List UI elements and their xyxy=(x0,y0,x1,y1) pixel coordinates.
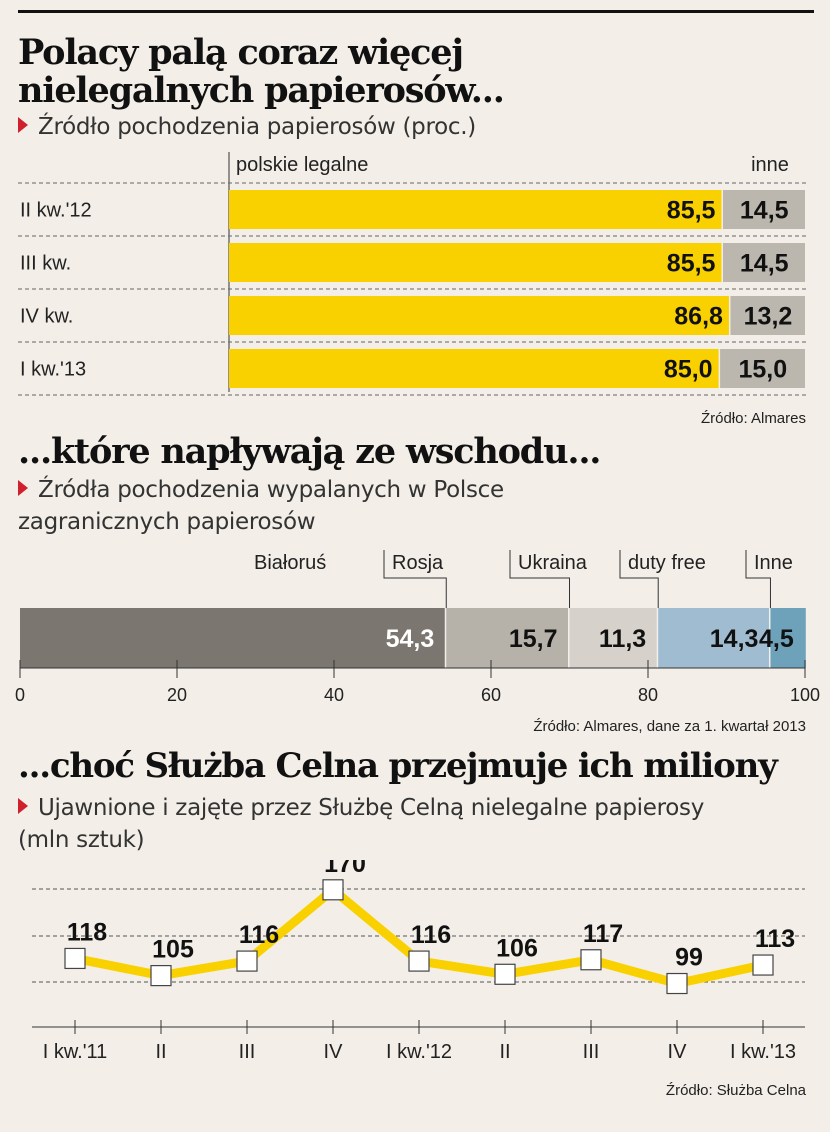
red-triangle-icon xyxy=(18,480,28,496)
segment-name-label: duty free xyxy=(628,552,706,574)
callout-line xyxy=(745,550,771,608)
segment-name-label: Ukraina xyxy=(518,552,588,574)
data-point xyxy=(150,964,172,987)
bar-polskie-legalne xyxy=(229,190,722,229)
subtitle-3: Ujawnione i zajęte przez Służbę Celną ni… xyxy=(18,792,704,856)
segment-value-label: 15,7 xyxy=(509,625,558,653)
bar-segment xyxy=(446,608,568,668)
x-category-label: III xyxy=(583,1041,600,1063)
bar-inne xyxy=(720,349,805,388)
legend-inne: inne xyxy=(751,154,789,176)
data-point xyxy=(64,947,86,970)
category-label: III kw. xyxy=(20,253,71,275)
segment-value-label: 4,5 xyxy=(759,625,794,653)
bar-inne xyxy=(730,296,805,335)
data-label: 117 xyxy=(583,920,623,948)
category-label: II kw.'12 xyxy=(20,200,92,222)
subtitle-3-line-2: (mln sztuk) xyxy=(18,827,145,853)
data-point xyxy=(322,879,344,901)
segment-name-label: Rosja xyxy=(392,552,444,574)
subtitle-2-line-2: zagranicznych papierosów xyxy=(18,509,316,535)
segment-value-label: 54,3 xyxy=(386,625,435,653)
bar-polskie-legalne xyxy=(229,243,722,282)
callout-line xyxy=(509,550,570,608)
red-triangle-icon xyxy=(18,798,28,814)
bar-polskie-legalne xyxy=(229,349,719,388)
data-point xyxy=(666,972,688,995)
category-label: IV kw. xyxy=(20,306,73,328)
chart-seized-cigarettes: 118 I kw.'11 105 II 116 III 170 IV 116 I kw.'12 10… xyxy=(32,860,805,1063)
subtitle-1: Źródło pochodzenia papierosów (proc.) xyxy=(18,114,476,140)
x-category-label: I kw.'12 xyxy=(386,1041,452,1063)
subtitle-2: Źródła pochodzenia wypalanych w Polsce z… xyxy=(18,474,504,538)
value-label-polskie: 85,5 xyxy=(667,197,716,225)
x-tick-label: 60 xyxy=(481,685,501,705)
data-label: 113 xyxy=(755,925,795,953)
source-2: Źródło: Almares, dane za 1. kwartał 2013 xyxy=(533,718,806,735)
data-label: 116 xyxy=(411,921,451,949)
data-point xyxy=(408,950,430,972)
legend-polskie-legalne: polskie legalne xyxy=(236,154,368,176)
headline-1-line-1: Polacy palą coraz więcej xyxy=(18,32,464,73)
callout-line xyxy=(619,550,659,608)
subtitle-2-line-1: Źródła pochodzenia wypalanych w Polsce xyxy=(38,477,504,503)
x-tick-label: 40 xyxy=(324,685,344,705)
red-triangle-icon xyxy=(18,117,28,133)
headline-1: Polacy palą coraz więcej nielegalnych pa… xyxy=(18,32,505,111)
bar-segment xyxy=(770,608,806,668)
bar-inne xyxy=(722,190,805,229)
x-category-label: I kw.'13 xyxy=(730,1041,796,1063)
bar-segment xyxy=(569,608,657,668)
value-label-polskie: 86,8 xyxy=(674,303,723,331)
value-label-inne: 14,5 xyxy=(740,250,789,278)
subtitle-1-text: Źródło pochodzenia papierosów (proc.) xyxy=(38,114,476,140)
subtitle-3-line-1: Ujawnione i zajęte przez Służbę Celną ni… xyxy=(38,795,705,821)
value-label-polskie: 85,0 xyxy=(664,356,713,384)
x-tick-label: 100 xyxy=(790,685,820,705)
segment-value-label: 14,3 xyxy=(710,625,759,653)
data-label: 99 xyxy=(675,944,703,972)
x-tick-label: 20 xyxy=(167,685,187,705)
x-category-label: I kw.'11 xyxy=(43,1041,108,1063)
data-point xyxy=(494,963,516,985)
data-label: 106 xyxy=(496,934,538,962)
data-point xyxy=(580,949,602,971)
segment-name-label: Białoruś xyxy=(254,552,326,574)
segment-name-label: Inne xyxy=(754,552,793,574)
x-category-label: II xyxy=(499,1041,510,1063)
x-category-label: IV xyxy=(668,1041,688,1063)
headline-2: ...które napływają ze wschodu... xyxy=(18,431,601,472)
data-label: 105 xyxy=(152,936,194,964)
bar-inne xyxy=(722,243,805,282)
bar-segment xyxy=(658,608,769,668)
top-rule xyxy=(18,10,814,13)
chart-foreign-origin: 54,3 Białoruś 15,7 Rosja 11,3 Ukraina 14,3 duty… xyxy=(15,550,820,705)
data-label: 170 xyxy=(324,860,366,878)
data-point xyxy=(752,954,774,976)
callout-line xyxy=(383,550,447,608)
headline-3: ...choć Służba Celna przejmuje ich milio… xyxy=(18,746,778,786)
segment-value-label: 11,3 xyxy=(599,625,646,653)
headline-1-line-2: nielegalnych papierosów... xyxy=(18,70,505,111)
chart-cigarette-origin: polskie legalne inne II kw.'12 85,5 14,5 III … xyxy=(18,152,808,396)
x-category-label: IV xyxy=(324,1041,344,1063)
data-label: 116 xyxy=(239,921,279,949)
value-label-inne: 13,2 xyxy=(744,303,793,331)
x-tick-label: 0 xyxy=(15,685,25,705)
category-label: I kw.'13 xyxy=(20,359,86,381)
bar-polskie-legalne xyxy=(229,296,729,335)
value-label-inne: 14,5 xyxy=(740,197,789,225)
value-label-polskie: 85,5 xyxy=(667,250,716,278)
x-category-label: III xyxy=(239,1041,256,1063)
value-label-inne: 15,0 xyxy=(738,356,787,384)
source-3: Źródło: Służba Celna xyxy=(665,1082,806,1099)
x-tick-label: 80 xyxy=(638,685,658,705)
bar-segment xyxy=(20,608,445,668)
data-point xyxy=(236,950,258,972)
data-label: 118 xyxy=(67,918,107,946)
source-1: Źródło: Almares xyxy=(700,410,806,427)
x-category-label: II xyxy=(155,1041,166,1063)
